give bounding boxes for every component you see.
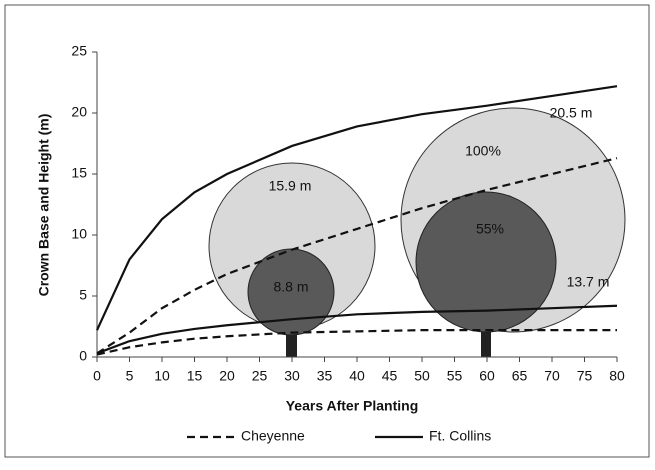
y-tick-label: 25 (71, 43, 87, 59)
annotation: 100% (465, 143, 501, 159)
legend-label: Ft. Collins (429, 428, 491, 444)
annotation: 13.7 m (567, 274, 610, 290)
annotation: 55% (476, 221, 504, 237)
x-tick-label: 30 (284, 368, 300, 384)
y-tick-label: 5 (79, 287, 87, 303)
x-tick-label: 65 (512, 368, 528, 384)
y-tick-label: 0 (79, 348, 87, 364)
y-axis-label: Crown Base and Height (m) (36, 114, 52, 297)
x-tick-label: 10 (154, 368, 170, 384)
annotation: 8.8 m (273, 279, 308, 295)
x-tick-label: 40 (349, 368, 365, 384)
x-tick-label: 55 (447, 368, 463, 384)
x-tick-label: 25 (252, 368, 268, 384)
x-tick-label: 80 (609, 368, 625, 384)
x-tick-label: 60 (479, 368, 495, 384)
tree-illustrations (208, 107, 626, 357)
x-tick-label: 5 (126, 368, 134, 384)
x-tick-label: 15 (187, 368, 203, 384)
legend-label: Cheyenne (241, 428, 305, 444)
x-tick-label: 0 (93, 368, 101, 384)
x-tick-label: 75 (577, 368, 593, 384)
x-tick-label: 45 (382, 368, 398, 384)
trunk (481, 310, 491, 357)
y-tick-label: 10 (71, 226, 87, 242)
crown-outline (415, 191, 557, 333)
series-line (96, 157, 618, 355)
x-tick-label: 70 (544, 368, 560, 384)
x-tick-label: 35 (317, 368, 333, 384)
series-line (96, 85, 618, 331)
x-tick-label: 50 (414, 368, 430, 384)
series-line (96, 304, 618, 355)
series-line (96, 329, 617, 356)
annotation: 20.5 m (550, 105, 593, 121)
y-tick-label: 15 (71, 165, 87, 181)
y-tick-label: 20 (71, 104, 87, 120)
annotation: 15.9 m (269, 178, 312, 194)
x-tick-label: 20 (219, 368, 235, 384)
trunk (286, 322, 297, 357)
x-axis-label: Years After Planting (286, 398, 419, 414)
